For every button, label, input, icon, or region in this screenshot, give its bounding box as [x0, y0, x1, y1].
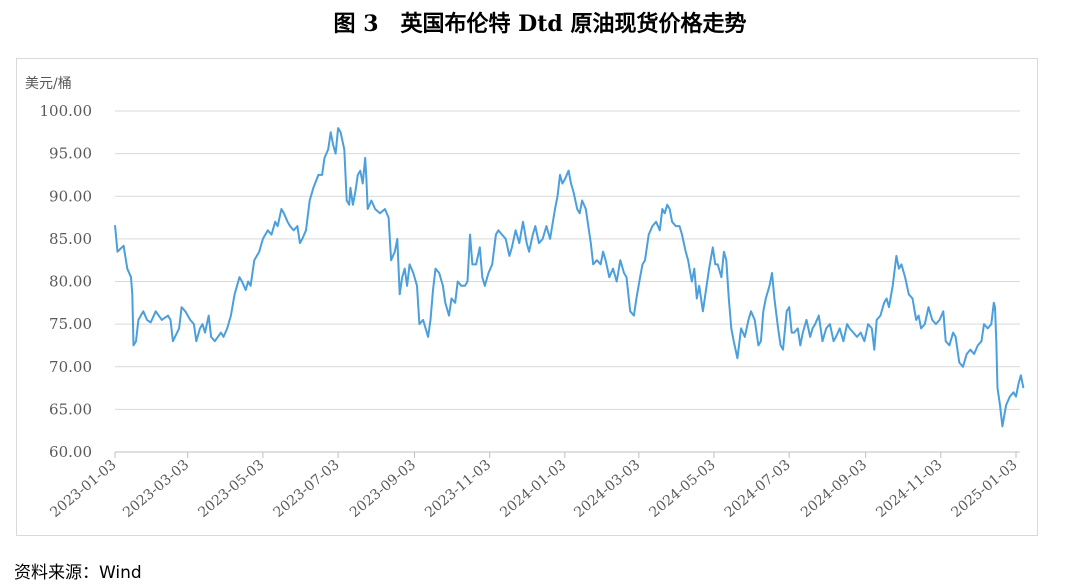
x-tick-label: 2023-03-03	[120, 457, 192, 521]
x-tick-label: 2024-05-03	[646, 457, 718, 521]
y-tick-labels: 60.00 65.00 70.00 75.00 80.00 85.00 90.00 95.00…	[40, 102, 93, 461]
x-tick-label: 2024-01-03	[497, 457, 569, 521]
y-tick-label: 70.00	[49, 358, 92, 376]
x-tick-label: 2025-01-03	[948, 457, 1020, 521]
x-tick-label: 2023-01-03	[47, 457, 119, 521]
x-tick-label: 2023-09-03	[347, 457, 419, 521]
source-note: 资料来源：Wind	[14, 563, 142, 583]
y-tick-label: 100.00	[40, 102, 93, 120]
y-tick-label: 60.00	[49, 443, 92, 461]
x-tick-label: 2023-07-03	[271, 457, 343, 521]
y-tick-label: 90.00	[49, 187, 92, 205]
y-tick-label: 95.00	[49, 145, 92, 163]
chart-frame	[16, 58, 1038, 536]
x-tick-label: 2024-09-03	[798, 457, 870, 521]
brent-price-line	[114, 127, 1025, 428]
y-tick-label: 65.00	[49, 400, 92, 418]
y-unit-label: 美元/桶	[25, 76, 72, 92]
x-tick-label: 2023-11-03	[422, 457, 494, 521]
figure-title: 图 3 英国布伦特 Dtd 原油现货价格走势	[333, 11, 747, 37]
y-tick-label: 85.00	[49, 230, 92, 248]
y-tick-label: 80.00	[49, 273, 92, 291]
x-tick-label: 2024-11-03	[873, 457, 945, 521]
x-tick-label: 2023-05-03	[195, 457, 267, 521]
x-axis: 2023-01-03 2023-03-03 2023-05-03 2023-07-03…	[47, 451, 1021, 521]
y-tick-label: 75.00	[49, 315, 92, 333]
x-tick-label: 2024-03-03	[571, 457, 643, 521]
x-tick-label: 2024-07-03	[722, 457, 794, 521]
